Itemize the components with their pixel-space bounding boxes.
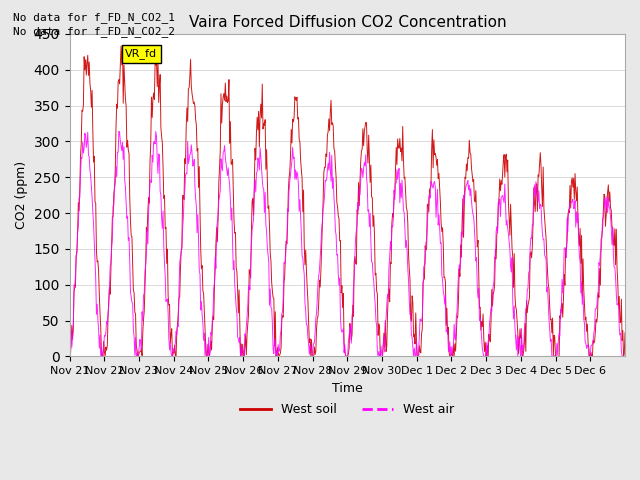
Title: Vaira Forced Diffusion CO2 Concentration: Vaira Forced Diffusion CO2 Concentration xyxy=(189,15,506,30)
Text: No data for f_FD_N_CO2_1: No data for f_FD_N_CO2_1 xyxy=(13,12,175,23)
Text: VR_fd: VR_fd xyxy=(125,48,157,60)
Text: No data for f_FD_N_CO2_2: No data for f_FD_N_CO2_2 xyxy=(13,26,175,37)
X-axis label: Time: Time xyxy=(332,382,363,395)
Legend: West soil, West air: West soil, West air xyxy=(235,398,460,421)
Y-axis label: CO2 (ppm): CO2 (ppm) xyxy=(15,161,28,229)
